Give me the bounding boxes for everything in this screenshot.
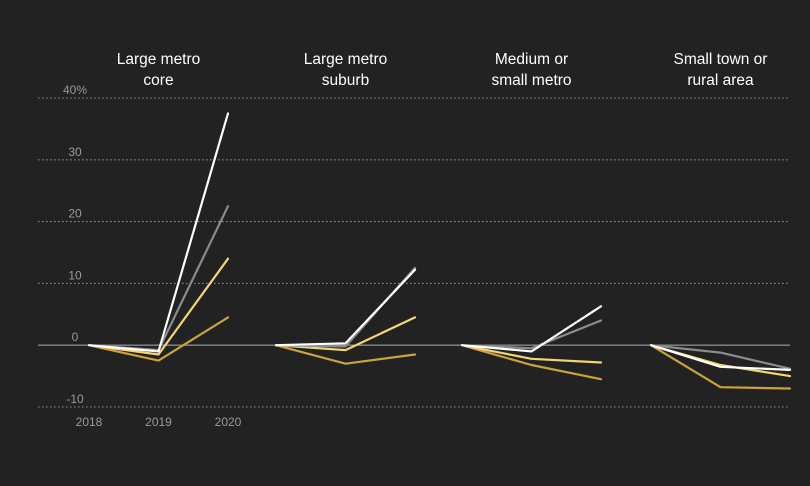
y-tick-label: 10 [68,268,82,282]
y-tick-label: 30 [68,145,82,159]
series-line [274,316,417,352]
series-line [87,257,230,356]
series-line [274,344,417,365]
series-line [87,112,230,353]
panel-title: Large metro [117,51,201,68]
series-line [649,344,792,378]
series-line [649,344,792,390]
panel-title: core [143,72,173,89]
x-tick-label: 2019 [145,415,172,429]
panel-title: rural area [687,72,754,89]
series-line [649,344,792,370]
series-line [274,268,417,347]
y-tick-label: 20 [68,207,82,221]
series-line [460,344,603,364]
panel-title: suburb [322,72,369,89]
x-tick-label: 2018 [76,415,103,429]
panel-title: Large metro [304,51,388,68]
panel-title: Small town or [674,51,768,68]
y-tick-label: -10 [66,392,84,406]
y-tick-label: 40% [63,83,87,97]
series-line [274,266,417,348]
y-tick-label: 0 [72,330,79,344]
panel-title: small metro [491,72,571,89]
x-tick-label: 2020 [215,415,242,429]
series-line [460,344,603,381]
series-line [460,305,603,353]
series-line [87,205,230,352]
panel-title: Medium or [495,51,568,68]
series-line [460,319,603,350]
series-line [87,316,230,362]
series-line [649,344,792,371]
